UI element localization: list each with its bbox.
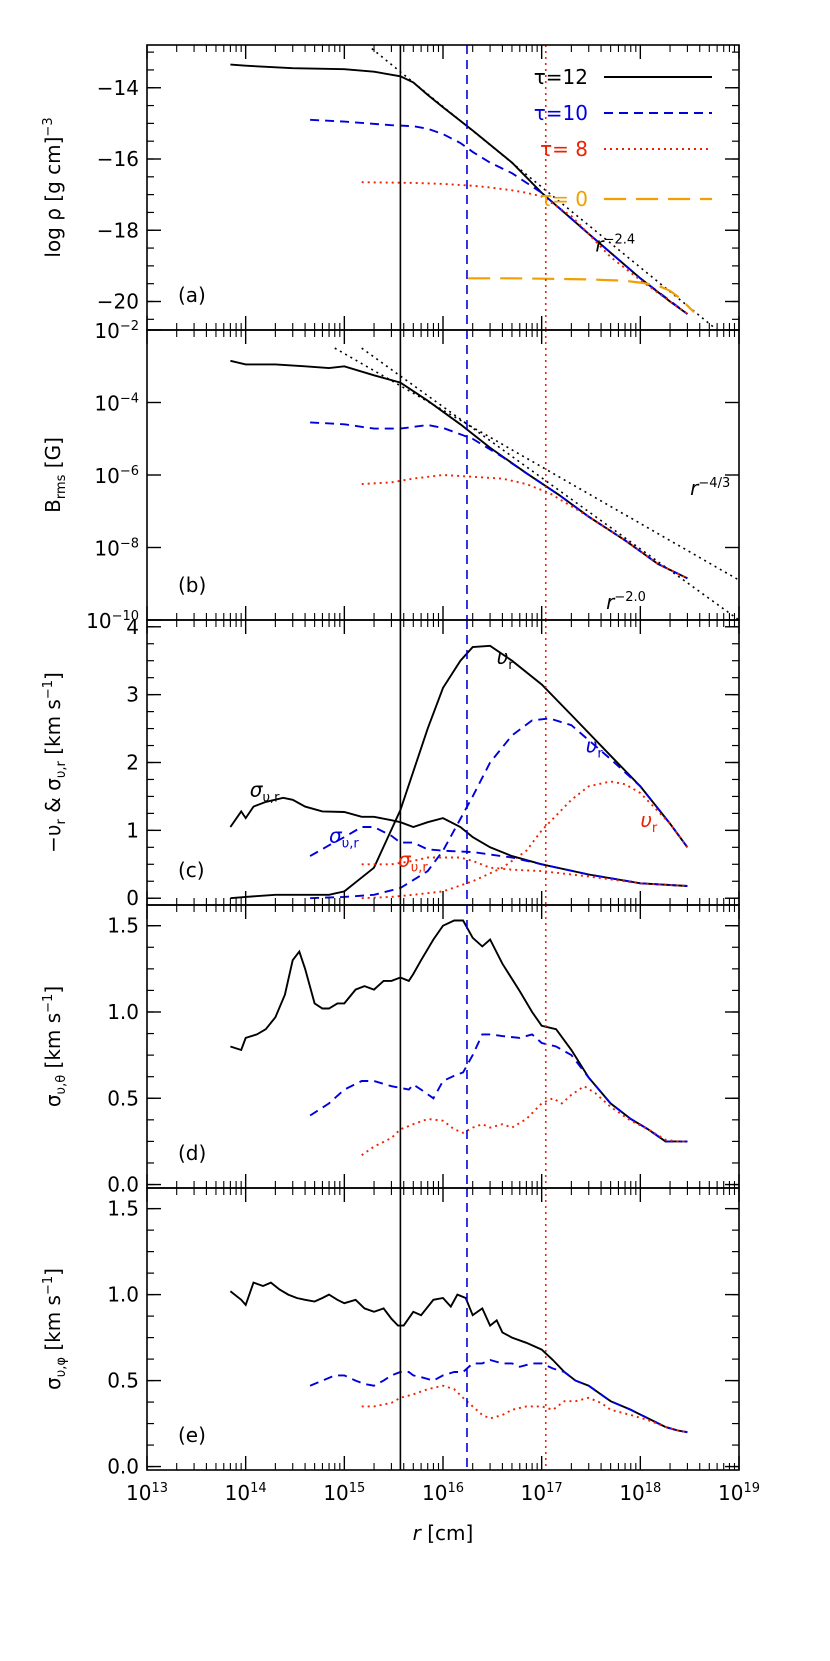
plot-area [229, 1281, 688, 1434]
y-tick-label: 1 [126, 818, 139, 842]
panel-b: 10−10 10−8 10−6 10−4 10−2 Brms [G] (b) r−4/3 r−2… [41, 319, 740, 633]
series-line-0 [230, 919, 688, 1143]
legend-label: τ=10 [534, 101, 588, 125]
power-law-guide-0 [334, 347, 739, 581]
legend-label: τ= 8 [540, 137, 588, 161]
series-line-3 [229, 796, 688, 887]
y-axis-label: −υr & συ,r [km s−1] [41, 672, 69, 853]
x-tick-label: 1015 [323, 1481, 365, 1505]
y-tick-label: 1.0 [107, 1000, 139, 1024]
series-line-2 [361, 181, 688, 315]
power-law-guide-1 [361, 347, 739, 620]
plot-area [230, 47, 718, 330]
y-tick-label: −14 [97, 76, 139, 100]
series-line-2 [361, 1384, 688, 1434]
panel-frame [146, 44, 740, 331]
series-line-1 [310, 118, 688, 315]
y-tick-label: 0.0 [107, 1455, 139, 1479]
annotation-label: συ,r [398, 847, 428, 875]
series-line-4 [309, 826, 688, 887]
annotation-label: r−2.4 [595, 233, 635, 257]
y-axis-label: log ρ [g cm]−3 [41, 117, 65, 257]
annotation-label: r−4/3 [690, 476, 730, 500]
panel-frame [146, 1187, 740, 1471]
y-tick-label: 0 [126, 886, 139, 910]
series-line-2 [361, 780, 689, 900]
series-line-1 [310, 717, 689, 900]
y-tick-label: 0.5 [107, 1369, 139, 1393]
y-tick-label: 10−10 [86, 609, 139, 633]
y-tick-label: −16 [97, 147, 139, 171]
annotation-label: r−2.0 [606, 590, 646, 614]
y-tick-label: −18 [97, 218, 139, 242]
x-tick-label: 1013 [126, 1481, 168, 1505]
y-axis-label: Brms [G] [41, 437, 69, 513]
series-line-2 [361, 474, 688, 580]
y-axis-label-text: Brms [G] [41, 437, 69, 513]
series-line-0 [229, 1281, 688, 1434]
plot-area [229, 644, 689, 900]
y-tick-label: 10−4 [94, 392, 139, 416]
panel-a: −20 −18 −16 −14 log ρ [g cm]−3 (a) r−2.4 [41, 44, 740, 331]
x-axis-title: r [cm] [413, 1521, 474, 1545]
series-line-0 [230, 63, 688, 315]
x-tick-label: 1017 [521, 1481, 563, 1505]
x-tick-label: 1018 [619, 1481, 661, 1505]
x-tick-label: 1016 [422, 1481, 464, 1505]
annotation-label: υr [497, 645, 515, 673]
y-tick-label: 4 [126, 615, 139, 639]
legend-label: τ= 0 [540, 187, 588, 211]
y-tick-label: −20 [97, 290, 139, 314]
series-line-3 [468, 277, 695, 313]
panel-frame [146, 619, 740, 906]
panel-label: (c) [178, 858, 205, 882]
panel-label: (a) [178, 283, 206, 307]
panel-label: (d) [178, 1141, 206, 1165]
plot-area [230, 347, 739, 620]
panel-d: 0.0 0.5 1.0 1.5 συ,θ [km s−1] (d) [41, 904, 740, 1197]
y-tick-label: 3 [126, 683, 139, 707]
x-axis: 1013 1014 1015 1016 1017 1018 1019 r [cm] [126, 1481, 760, 1545]
y-tick-label: 1.5 [107, 1197, 139, 1221]
y-tick-label: 0.0 [107, 1173, 139, 1197]
y-axis-label: συ,φ [km s−1] [41, 1268, 69, 1390]
panel-label: (b) [178, 573, 206, 597]
annotation-label: συ,r [329, 824, 359, 852]
x-tick-label: 1014 [225, 1481, 267, 1505]
y-axis-label-text: log ρ [g cm]−3 [41, 117, 65, 257]
annotation-label: συ,r [250, 777, 280, 805]
legend: τ=12 τ=10 τ= 8 τ= 0 [534, 65, 712, 211]
power-law-guide-0 [371, 47, 718, 330]
panel-frame [146, 329, 740, 621]
y-axis-label-text: συ,θ [km s−1] [41, 986, 69, 1107]
y-tick-label: 2 [126, 751, 139, 775]
series-line-0 [230, 359, 688, 580]
y-tick-label: 10−8 [94, 537, 139, 561]
series-line-0 [230, 644, 689, 900]
y-tick-label: 0.5 [107, 1086, 139, 1110]
panel-frame [146, 904, 740, 1189]
panel-c: 0 1 2 3 4 −υr & συ,r [km s−1] (c) υr υr υr συ,r συ,… [41, 615, 740, 910]
y-axis-label-text: συ,φ [km s−1] [41, 1268, 69, 1390]
y-tick-label: 10−6 [94, 464, 139, 488]
y-axis-label-text: −υr & συ,r [km s−1] [41, 672, 69, 853]
series-line-1 [309, 1033, 688, 1143]
y-tick-label: 1.5 [107, 914, 139, 938]
series-line-1 [310, 421, 688, 580]
annotation-label: υr [640, 808, 658, 836]
y-tick-label: 1.0 [107, 1283, 139, 1307]
x-tick-label: 1019 [718, 1481, 760, 1505]
series-line-5 [361, 856, 688, 887]
series-line-2 [361, 1085, 688, 1156]
y-axis-label: συ,θ [km s−1] [41, 986, 69, 1107]
panel-e: 0.0 0.5 1.0 1.5 συ,φ [km s−1] (e) [41, 1187, 740, 1479]
panel-label: (e) [178, 1423, 206, 1447]
series-line-1 [309, 1358, 688, 1434]
plot-area [230, 919, 688, 1156]
annotation-label: υr [586, 733, 604, 761]
legend-label: τ=12 [534, 65, 588, 89]
y-tick-label: 10−2 [94, 319, 139, 343]
